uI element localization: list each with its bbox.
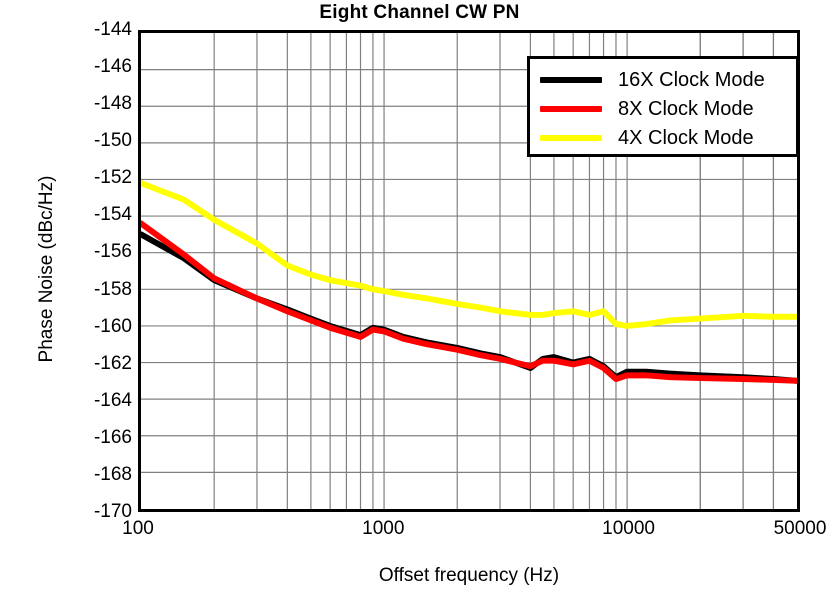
y-tick-label: -158 — [93, 278, 132, 300]
y-tick-label: -144 — [93, 19, 132, 40]
series-lines — [141, 180, 797, 384]
legend-item[interactable]: 4X Clock Mode — [540, 124, 786, 152]
y-tick-label: -164 — [93, 389, 132, 411]
y-tick-label: -168 — [93, 463, 132, 485]
x-tick-label: 100 — [122, 518, 154, 539]
x-tick-label: 10000 — [602, 518, 655, 539]
legend-label: 8X Clock Mode — [618, 97, 754, 120]
y-tick-label: -170 — [93, 501, 132, 522]
legend-swatch — [540, 106, 602, 112]
y-tick-label: -160 — [93, 315, 132, 337]
legend-label: 4X Clock Mode — [618, 126, 754, 149]
y-tick-label: -154 — [93, 204, 132, 226]
x-tick-label: 1000 — [362, 518, 405, 539]
y-tick-label: -156 — [93, 241, 132, 263]
legend-label: 16X Clock Mode — [618, 68, 765, 91]
legend-item[interactable]: 16X Clock Mode — [540, 66, 786, 94]
legend: 16X Clock Mode 8X Clock Mode 4X Clock Mode — [527, 56, 799, 157]
legend-item[interactable]: 8X Clock Mode — [540, 95, 786, 123]
x-tick-label: 50000 — [773, 518, 827, 539]
y-tick-label: -162 — [93, 352, 132, 374]
y-axis-tick-labels: -144 -146 -148 -150 -152 -154 -156 -158 -160 -162… — [58, 19, 132, 522]
y-tick-label: -150 — [93, 130, 132, 152]
y-axis-title: Phase Noise (dBc/Hz) — [36, 175, 57, 363]
legend-swatch — [540, 77, 602, 83]
x-axis-tick-labels: 100 1000 10000 50000 — [122, 518, 826, 546]
x-axis-title: Offset frequency (Hz) — [378, 565, 560, 586]
y-tick-label: -166 — [93, 426, 132, 448]
y-tick-label: -152 — [93, 167, 132, 189]
y-tick-label: -146 — [93, 56, 132, 78]
legend-swatch — [540, 135, 602, 141]
chart-title: Eight Channel CW PN — [319, 2, 520, 23]
y-tick-label: -148 — [93, 93, 132, 115]
